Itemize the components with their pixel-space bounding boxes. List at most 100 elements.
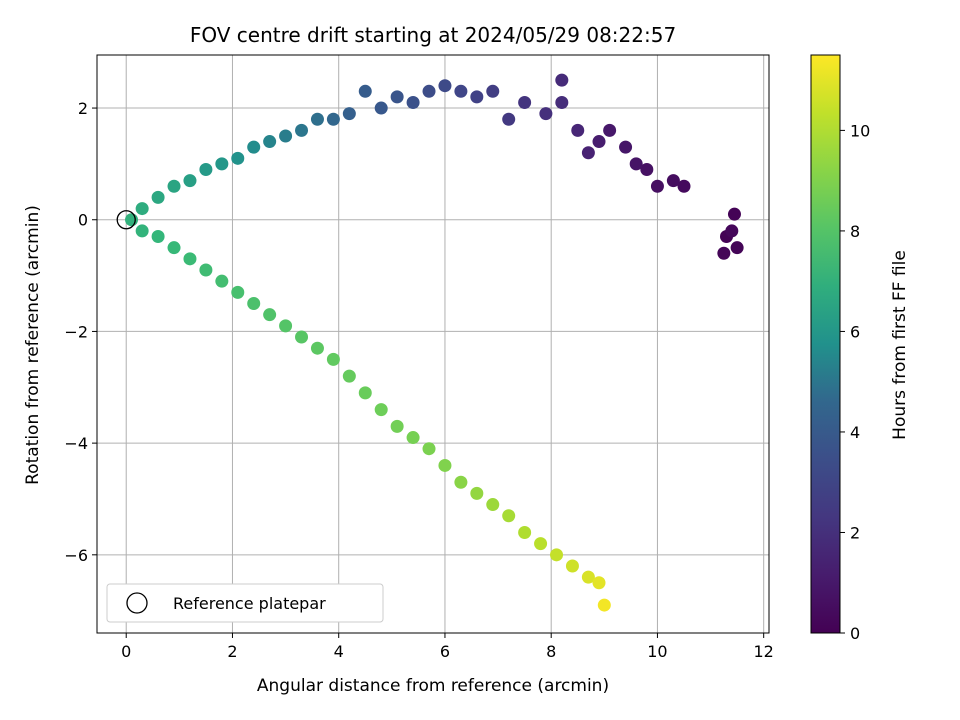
x-axis-ticks: 0 2 4 6 8 10 12 [121,633,774,661]
data-point [231,151,245,165]
y-tick-label: −6 [64,546,88,565]
data-point [151,229,165,243]
data-point [326,352,340,366]
data-point [730,241,744,255]
data-point [247,297,261,311]
data-point [581,146,595,160]
data-point [326,112,340,126]
data-point [629,157,643,171]
data-point [135,224,149,238]
x-tick-label: 12 [754,642,774,661]
data-point [374,101,388,115]
data-point [717,246,731,260]
data-point [438,79,452,93]
data-point [342,107,356,121]
data-point [390,90,404,104]
plot-frame [96,54,770,634]
data-point [295,123,309,137]
data-point [279,129,293,143]
data-point [565,559,579,573]
data-point [597,598,611,612]
legend-reference-icon [126,592,148,614]
data-point [406,95,420,109]
data-point [666,174,680,188]
data-point [571,123,585,137]
data-point [470,90,484,104]
data-point [438,458,452,472]
data-point [650,179,664,193]
colorbar-label: Hours from first FF file [890,250,910,440]
data-point [231,285,245,299]
data-point [310,341,324,355]
data-point [470,486,484,500]
data-point [502,112,516,126]
x-tick-label: 6 [440,642,450,661]
colorbar [810,54,841,634]
data-point [727,207,741,221]
colorbar-tick-label: 6 [850,322,860,341]
x-tick-label: 10 [647,642,667,661]
chart-title: FOV centre drift starting at 2024/05/29 … [190,23,676,47]
data-point [199,263,213,277]
data-point [215,274,229,288]
data-point [263,135,277,149]
y-tick-label: 2 [78,99,88,118]
data-point [167,179,181,193]
y-tick-label: 0 [78,211,88,230]
data-point [358,386,372,400]
colorbar-tick-label: 2 [850,523,860,542]
data-point [342,369,356,383]
data-point [125,213,139,227]
data-point [151,190,165,204]
y-axis-ticks: −6 −4 −2 0 2 [64,99,97,565]
y-axis-label: Rotation from reference (arcmin) [23,205,43,485]
grid-lines [97,55,769,633]
colorbar-tick-label: 0 [850,624,860,643]
data-point [454,475,468,489]
data-point [486,498,500,512]
data-point [550,548,564,562]
legend-box [106,583,384,623]
legend: Reference platepar [106,583,384,623]
y-tick-label: −4 [64,434,88,453]
x-tick-label: 2 [227,642,237,661]
x-tick-label: 0 [121,642,131,661]
data-point [183,252,197,266]
colorbar-tick-label: 4 [850,423,860,442]
data-point [167,241,181,255]
data-point [555,95,569,109]
data-point [603,123,617,137]
x-tick-label: 4 [334,642,344,661]
data-point [677,179,691,193]
reference-marker [116,210,136,230]
data-point [581,570,595,584]
scatter-points [125,73,744,612]
data-point [502,509,516,523]
data-point [592,135,606,149]
colorbar-tick-label: 10 [850,121,870,140]
data-point [247,140,261,154]
data-point [422,84,436,98]
data-point [518,525,532,539]
x-tick-label: 8 [546,642,556,661]
data-point [454,84,468,98]
colorbar-ticks: 0 2 4 6 8 10 [840,121,870,643]
data-point [406,431,420,445]
data-point [279,319,293,333]
y-tick-label: −2 [64,322,88,341]
data-point [295,330,309,344]
reference-marker-group [116,210,136,230]
data-point [518,95,532,109]
data-point [725,224,739,238]
data-point [592,576,606,590]
data-point [640,162,654,176]
data-point [135,202,149,216]
data-point [199,162,213,176]
data-point [390,419,404,433]
data-point [539,107,553,121]
data-point [310,112,324,126]
data-point [555,73,569,87]
x-axis-label: Angular distance from reference (arcmin) [257,676,609,696]
data-point [534,537,548,551]
